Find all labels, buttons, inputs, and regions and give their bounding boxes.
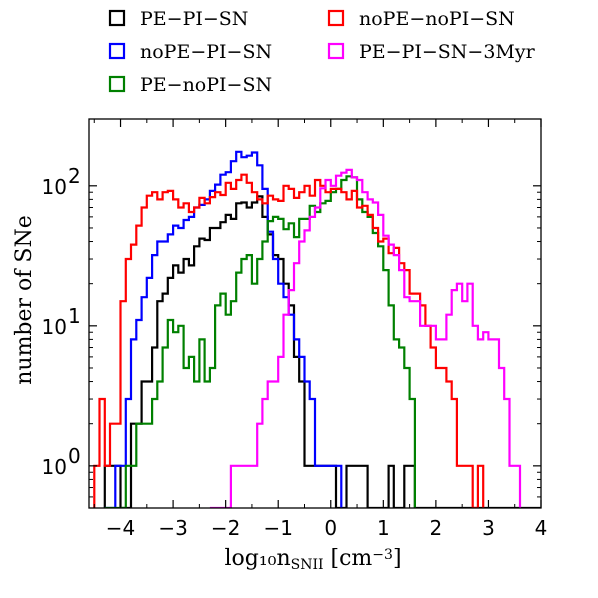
y-tick-exponent: 1: [68, 304, 81, 328]
legend-label-3: noPE−noPI−SN: [359, 8, 515, 30]
legend-label-1: noPE−PI−SN: [140, 41, 272, 63]
legend-label-2: PE−noPI−SN: [140, 74, 272, 96]
x-label-superscript: −3: [372, 547, 393, 563]
x-tick-label: −4: [106, 516, 135, 540]
legend-swatch-3: [327, 9, 345, 27]
x-tick-label: 0: [324, 516, 337, 540]
legend-swatch-1: [108, 42, 126, 60]
y-tick-exponent: 0: [68, 444, 81, 468]
legend-swatch-0: [108, 9, 126, 27]
y-tick-label: 10: [42, 315, 67, 339]
x-tick-label: 2: [430, 516, 443, 540]
y-tick-label: 10: [42, 175, 67, 199]
legend-swatch-4: [327, 42, 345, 60]
plot-area: [88, 118, 542, 509]
x-tick-label: 3: [482, 516, 495, 540]
x-tick-label: −2: [211, 516, 240, 540]
series-line-1: [104, 150, 343, 508]
y-tick-exponent: 2: [68, 164, 81, 188]
y-tick-label: 10: [42, 455, 67, 479]
x-label-part: [cm: [324, 546, 373, 571]
x-tick-label: 4: [535, 516, 548, 540]
series-group: [93, 150, 541, 508]
x-tick-label: −1: [263, 516, 292, 540]
x-label-part: ]: [393, 546, 402, 571]
legend-label-0: PE−PI−SN: [140, 8, 248, 30]
x-tick-label: −3: [158, 516, 187, 540]
x-label-part: log₁₀n: [224, 546, 290, 571]
series-line-0: [103, 195, 541, 508]
x-label-subscript: SNII: [291, 557, 324, 573]
x-axis-label: log₁₀nSNII [cm−3]: [224, 546, 401, 573]
series-line-2: [104, 175, 416, 508]
series-line-4: [209, 168, 522, 508]
plot-frame: [88, 118, 542, 509]
legend-swatch-2: [108, 75, 126, 93]
y-axis-label: number of SNe: [12, 215, 37, 385]
x-axis-ticks: −4 −3 −2 −1 0 1 2 3 4: [93, 119, 548, 540]
x-tick-label: 1: [377, 516, 390, 540]
series-line-3: [93, 173, 485, 508]
legend-label-4: PE−PI−SN−3Myr: [359, 41, 536, 63]
legend: PE−PI−SN noPE−noPI−SN noPE−PI−SN PE−PI−SN−3…: [108, 8, 536, 96]
